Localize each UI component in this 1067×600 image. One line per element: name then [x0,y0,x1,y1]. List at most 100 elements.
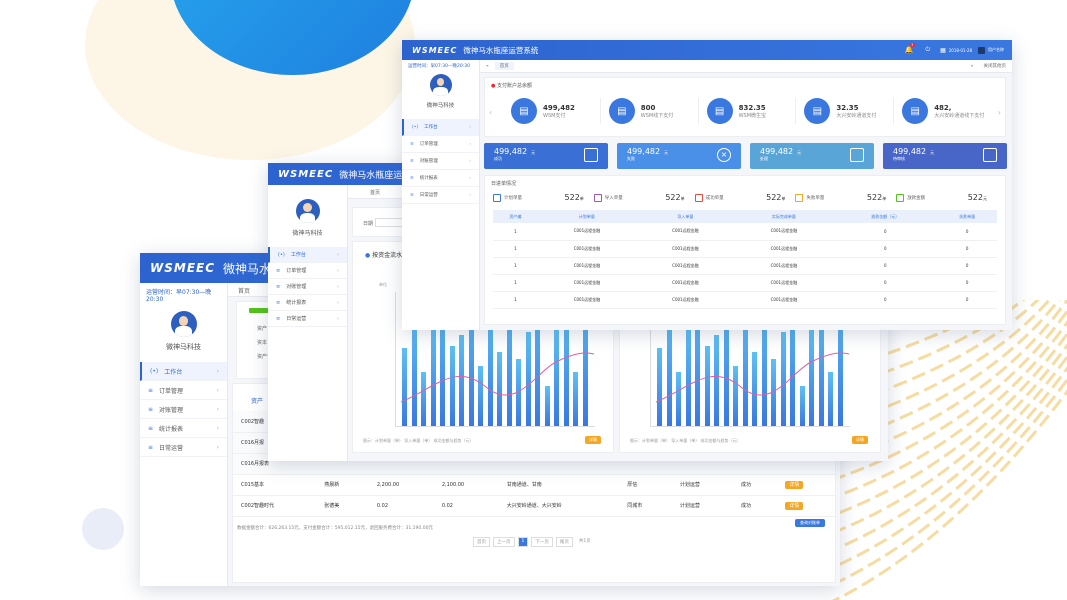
report-icon: ≡ [410,175,414,181]
tab-prev-icon[interactable]: « [486,63,489,69]
table-cell: 0 [883,263,887,268]
list-doc-icon [983,148,997,162]
detail-button[interactable]: 详情 [785,502,804,510]
daily-stat-label: 成功单量 [705,195,724,201]
table-cell: 大兴安岭通道、大兴安岭 [506,503,562,509]
sidebar-item-1[interactable]: ≡ 订单管理 › [402,136,479,153]
summary-card[interactable]: 499,482 元 待审核 [883,143,1007,169]
table-cell: 0 [965,297,969,302]
chart-legend-note: 图示：计划单量（单） 导入单量（单） 成功金额与趋势（元） [363,438,474,443]
tab-next-icon[interactable]: » [970,63,974,69]
label-asset: 资产 [257,326,268,332]
bell-icon[interactable]: 🔔 3 [904,43,915,54]
front-topbar: WSMEEC 微神马水瓶座运营系统 🔔 3 ⏻ ▦ 2018-01-28 用户名称 [402,40,1012,60]
user-name[interactable]: 用户名称 [988,47,1004,52]
page-button-1[interactable]: 上一页 [493,537,515,547]
detail-button[interactable]: 详情 [852,436,868,444]
avatar [170,311,197,337]
sidebar-item-1[interactable]: ≡ 订单管理 › [268,263,347,279]
sidebar-item-2[interactable]: ≡ 对账管理 › [268,279,347,295]
table-cell: 计划运营 [679,503,700,509]
column-header[interactable]: 失败单量 [959,213,976,219]
summary-card[interactable]: 499,482 元 失败 × [617,143,741,169]
sidebar-item-3[interactable]: ≡ 统计报表 › [402,170,479,187]
summary-unit: 元 [664,150,669,155]
sidebar-item-0[interactable]: (•) 工作台 › [140,362,227,381]
summary-label: 成功 [494,156,502,161]
wallet-icon: ▤ [511,98,537,124]
sidebar-item-0[interactable]: (•) 工作台 › [268,247,347,263]
sidebar-item-0[interactable]: (•) 工作台 › [402,119,479,136]
system-name: 微神马水瓶座运营系统 [463,45,539,55]
query-statement-button[interactable]: 查询对账单 [795,519,825,527]
sidebar-item-4[interactable]: ≡ 日常运营 › [268,311,347,327]
trend-line [655,352,850,403]
ops-icon: ≡ [410,192,414,198]
trend-line [400,352,595,403]
column-header[interactable]: 导入单量 [677,213,694,219]
page-button-3[interactable]: 下一页 [531,537,553,547]
bar-chart-right [650,292,850,427]
power-icon[interactable]: ⏻ [925,46,931,53]
page-button-5[interactable]: 共1页 [578,539,591,544]
chart-bar [468,292,474,426]
column-header[interactable]: 放款金额（元） [871,213,900,219]
tab-home[interactable]: 首页 [238,288,251,295]
close-others-button[interactable]: 关闭其他页 [983,64,1007,69]
reconcile-icon: ≡ [410,158,414,164]
detail-button[interactable]: 详情 [585,436,601,444]
page-button-0[interactable]: 首页 [473,537,490,547]
page-button-2[interactable]: 1 [517,537,529,547]
table-cell: 2,100.00 [441,481,465,488]
table-cell: C001远程金融 [770,228,798,234]
daily-stat: 放款金额 522元 [896,193,997,202]
chevron-right-icon: › [216,405,219,413]
table-cell: 0 [965,246,969,251]
sidebar-item-3[interactable]: ≡ 统计报表 › [268,295,347,311]
table-cell: C001远程金融 [573,245,601,251]
summary-label: 待审核 [893,156,905,161]
summary-value: 499,482 [627,147,661,156]
service-time: 运营时间：早07:30—晚20:30 [408,64,470,69]
summary-card[interactable]: 499,482 元 成功 [484,143,608,169]
daily-stat-unit: 元 [982,196,987,201]
sidebar-item-label: 工作台 [164,368,183,376]
carousel-next-icon[interactable]: › [997,108,1001,117]
detail-button[interactable]: 详情 [785,481,804,489]
daily-stat-unit: 单 [781,196,786,201]
chart-bar [411,316,417,426]
sidebar-item-4[interactable]: ≡ 日常运营 › [402,187,479,204]
chart-bar [657,348,662,426]
stat-value: 482, [934,103,952,112]
sidebar-item-4[interactable]: ≡ 日常运营 › [140,438,227,457]
column-header[interactable]: 实际完成单量 [771,213,796,219]
chevron-right-icon: › [337,251,339,258]
sidebar-item-2[interactable]: ≡ 对账管理 › [402,153,479,170]
daily-stat-icon [493,193,501,202]
sidebar-item-3[interactable]: ≡ 统计报表 › [140,419,227,438]
chart-bar [554,329,559,426]
sidebar-item-label: 订单管理 [419,142,438,147]
sidebar-item-label: 对账管理 [419,159,438,164]
chart-bar [818,308,824,426]
sidebar-item-label: 统计报表 [419,176,438,181]
page-button-4[interactable]: 尾页 [555,537,573,547]
user-avatar-icon[interactable] [978,46,985,54]
sidebar-item-2[interactable]: ≡ 对账管理 › [140,400,227,419]
chart-bar [563,308,569,426]
sidebar-item-1[interactable]: ≡ 订单管理 › [140,381,227,400]
tab-home[interactable]: 首页 [370,190,381,196]
daily-stat-icon [694,193,703,202]
summary-card[interactable]: 499,482 元 处理 [750,143,874,169]
table-cell: 1 [514,280,517,285]
chart-bar [790,294,795,426]
column-header[interactable]: 计划单量 [578,213,595,219]
chart-bar [714,334,719,426]
chevron-right-icon: › [216,367,219,375]
column-header[interactable]: 资产编 [509,213,522,219]
tab-home[interactable]: 首页 [494,62,514,70]
table-cell: 2,200.00 [376,481,400,488]
carousel-prev-icon[interactable]: ‹ [489,108,493,117]
summary-unit: 元 [531,150,536,155]
chart-bar [733,365,738,426]
